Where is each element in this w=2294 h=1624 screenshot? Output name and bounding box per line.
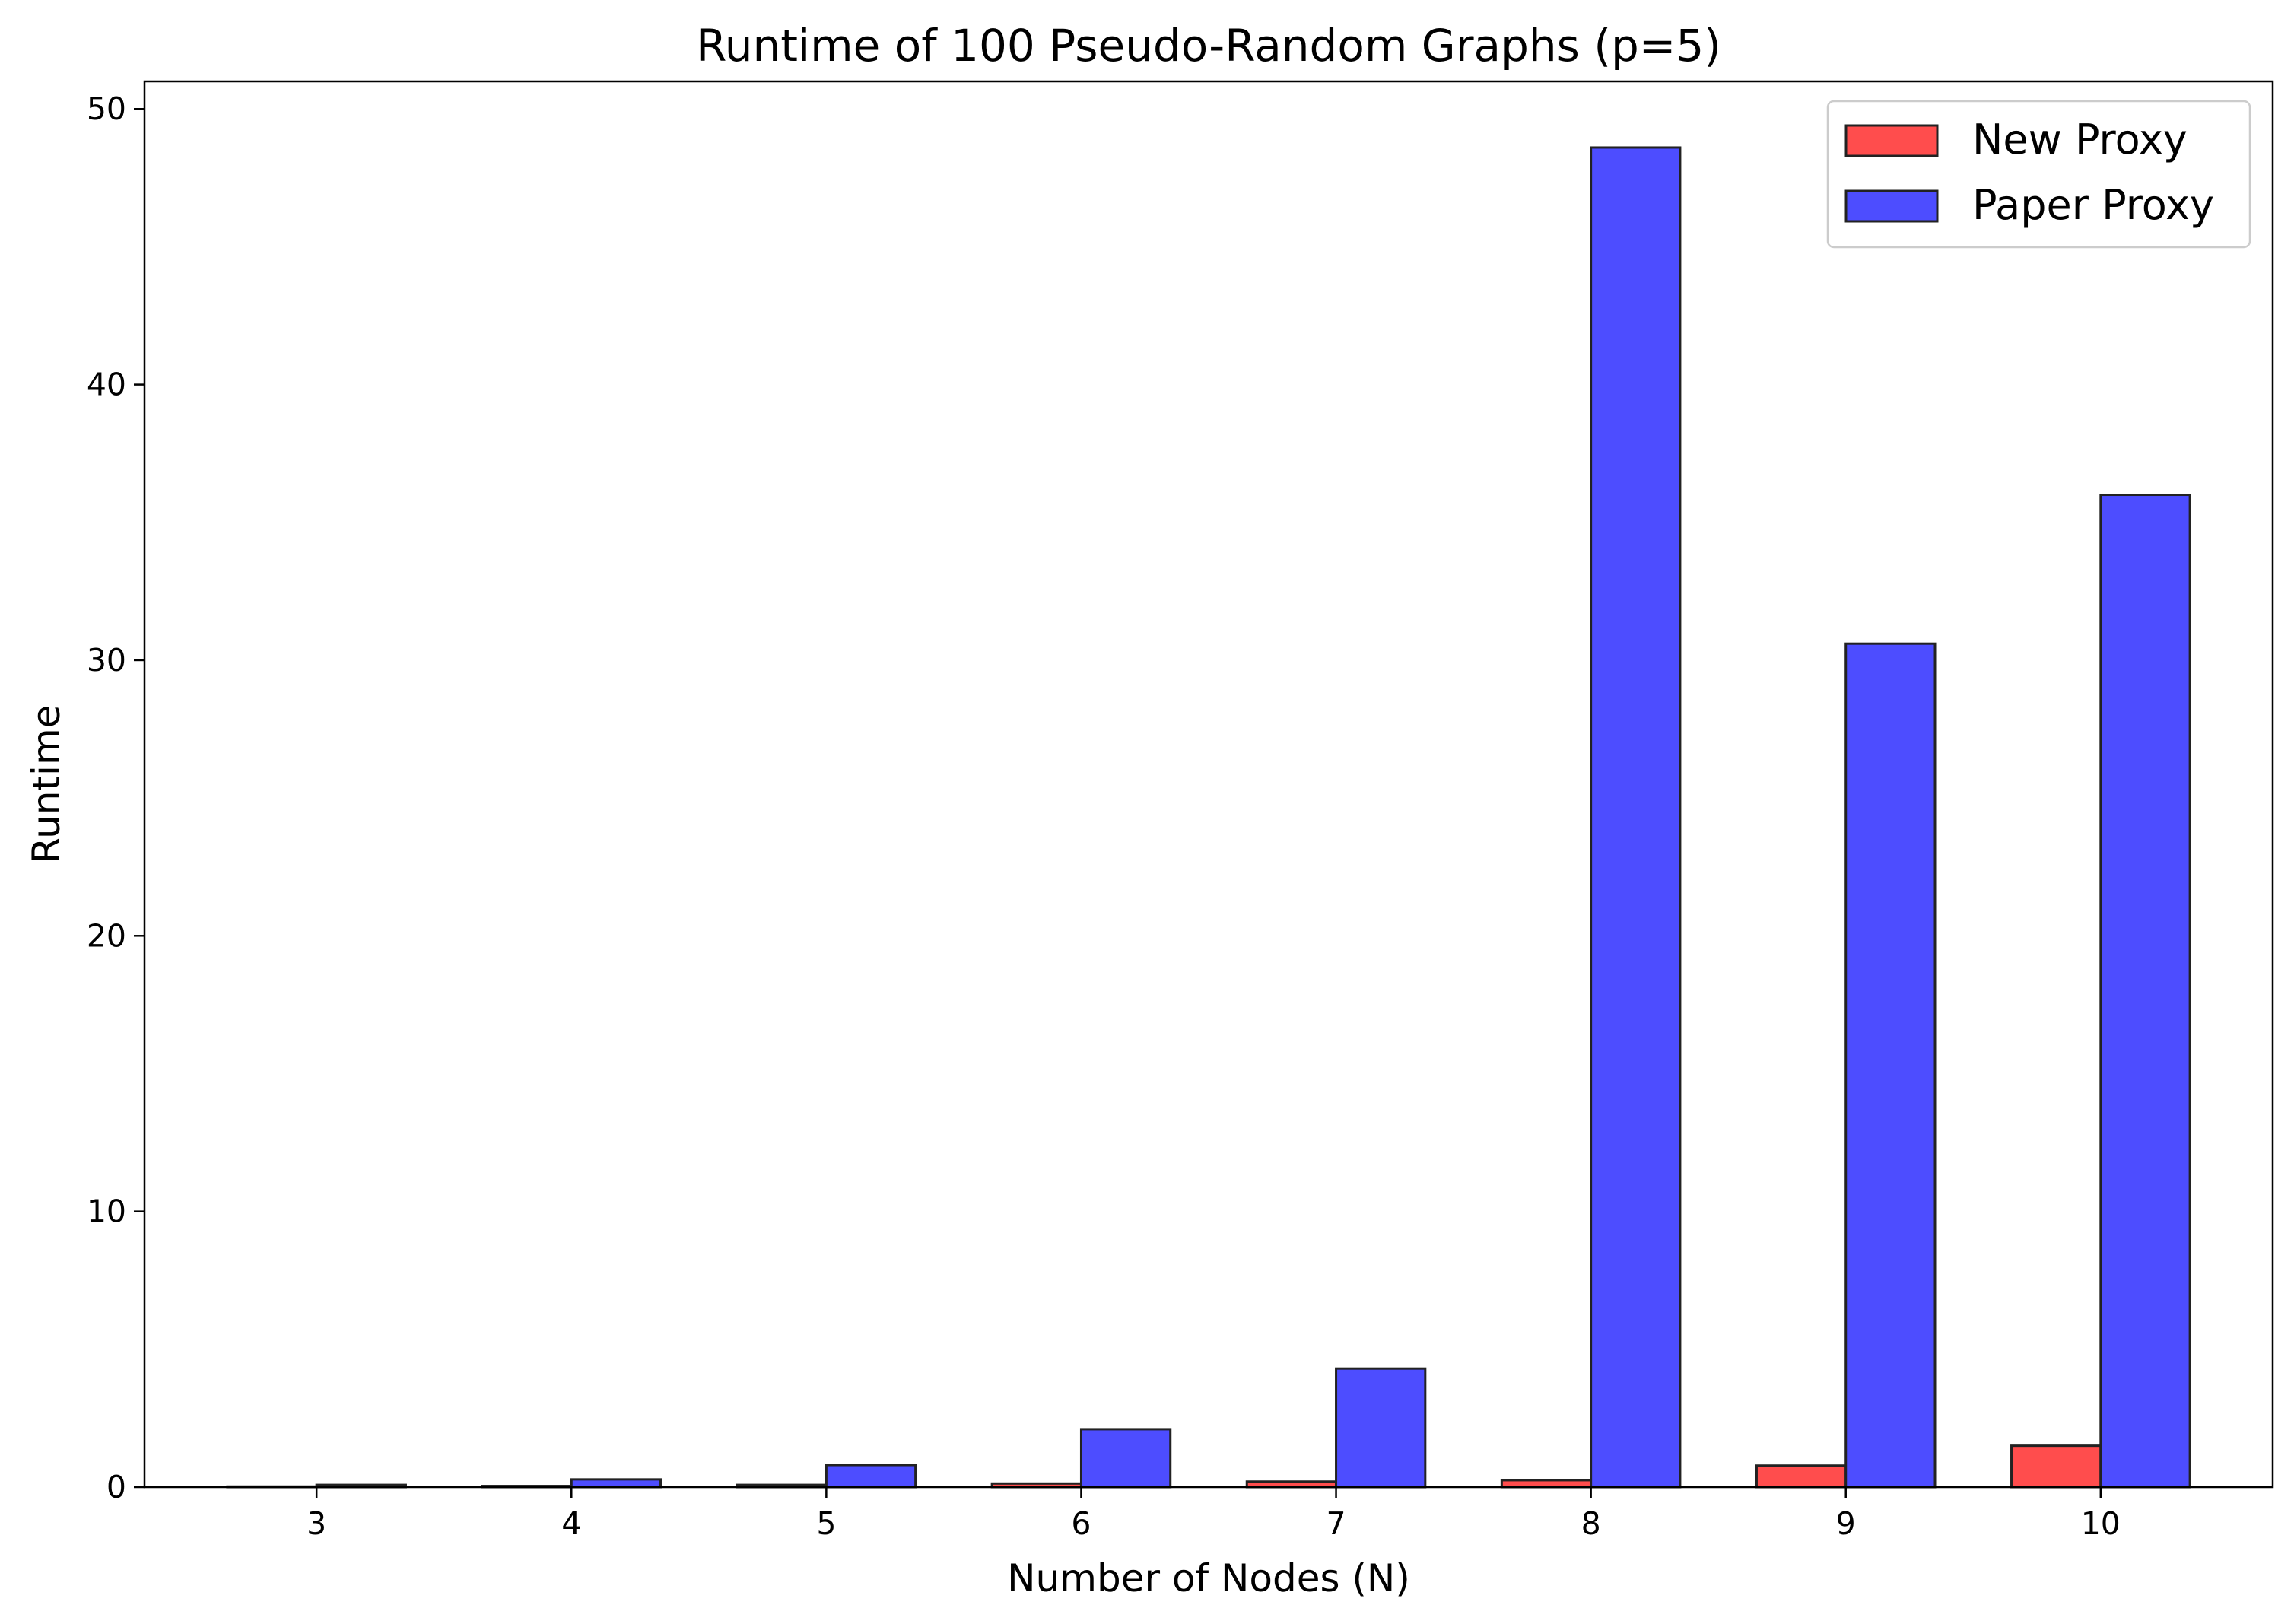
plot-frame: [143, 80, 2274, 1489]
bar-paper-proxy-4: [570, 1478, 662, 1489]
legend: New Proxy Paper Proxy: [1826, 100, 2251, 249]
bar-new-proxy-8: [1500, 1479, 1593, 1489]
x-tick-label: 10: [2081, 1505, 2121, 1542]
bar-new-proxy-9: [1755, 1464, 1848, 1489]
x-tick-label: 7: [1326, 1505, 1346, 1542]
bar-paper-proxy-8: [1590, 146, 1682, 1489]
y-tick-label: 30: [87, 642, 126, 679]
y-tick-label: 20: [87, 917, 126, 954]
legend-label-new-proxy: New Proxy: [1972, 116, 2188, 164]
x-tick-label: 4: [561, 1505, 581, 1542]
chart-title: Runtime of 100 Pseudo-Random Graphs (p=5…: [696, 20, 1721, 72]
x-tick-label: 3: [307, 1505, 326, 1542]
y-tick-label: 10: [87, 1193, 126, 1230]
y-tick-label: 40: [87, 367, 126, 403]
x-tick-label: 6: [1071, 1505, 1091, 1542]
x-axis-label: Number of Nodes (N): [1007, 1556, 1410, 1600]
legend-label-paper-proxy: Paper Proxy: [1972, 181, 2214, 229]
bar-paper-proxy-7: [1335, 1367, 1427, 1489]
ticks-layer: 3 4 5 6 7 8 9 10 0 10 20 30 40 50: [87, 91, 2121, 1542]
x-tick-label: 9: [1836, 1505, 1856, 1542]
bar-paper-proxy-9: [1844, 642, 1937, 1489]
legend-swatch-new-proxy: [1844, 124, 1939, 157]
bar-paper-proxy-10: [2099, 494, 2191, 1489]
bar-new-proxy-10: [2010, 1444, 2102, 1489]
y-axis-label: Runtime: [24, 705, 68, 864]
y-tick-label: 50: [87, 91, 126, 127]
bar-paper-proxy-6: [1079, 1428, 1172, 1489]
legend-swatch-paper-proxy: [1844, 189, 1939, 223]
x-tick-label: 5: [816, 1505, 836, 1542]
bar-paper-proxy-5: [825, 1464, 917, 1489]
y-tick-label: 0: [106, 1469, 126, 1505]
bars-layer: [226, 146, 2191, 1489]
x-tick-label: 8: [1581, 1505, 1601, 1542]
